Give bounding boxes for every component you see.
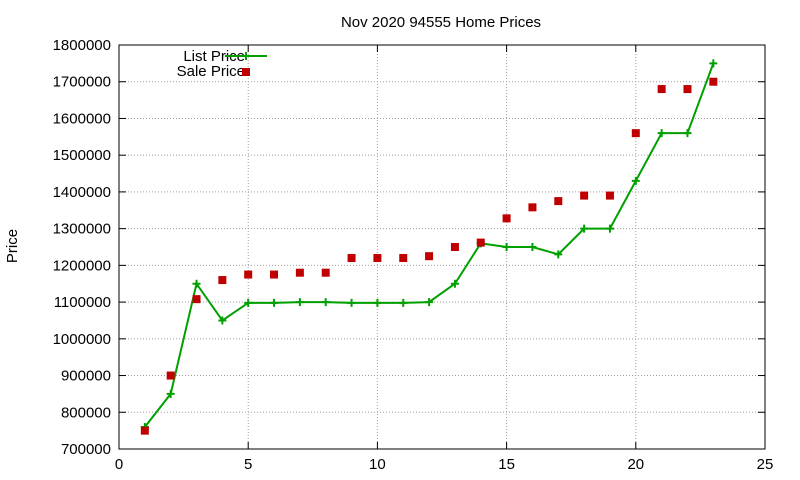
list-price-point <box>192 279 201 288</box>
list-price-point <box>502 243 511 251</box>
sale-price-point <box>373 254 382 263</box>
sale-price-point <box>347 254 356 263</box>
y-tick-label: 1000000 <box>53 331 111 348</box>
sale-price-point <box>683 85 692 94</box>
list-price-point <box>450 279 459 288</box>
sale-price-point <box>528 203 537 212</box>
list-price-point <box>373 298 382 307</box>
legend-marker-list-price <box>242 52 250 60</box>
x-tick-label: 0 <box>115 456 123 473</box>
y-tick-label: 1400000 <box>53 184 111 201</box>
x-tick-label: 15 <box>498 456 515 473</box>
legend-marker-sale-price <box>242 68 250 76</box>
y-tick-label: 1500000 <box>53 147 111 164</box>
tick-labels: 0 5 10 15 20 25 700000 800000 900000 1000000 11000… <box>53 37 774 473</box>
list-price-point <box>347 298 356 307</box>
list-price-point <box>580 224 589 233</box>
list-price-point <box>528 243 537 251</box>
y-tick-label: 1700000 <box>53 74 111 91</box>
list-price-point <box>425 298 434 307</box>
sale-price-point <box>192 295 201 304</box>
list-price-point <box>166 389 175 398</box>
list-price-point <box>554 250 563 259</box>
sale-price-point <box>270 270 279 279</box>
series <box>140 59 718 435</box>
axis-ticks <box>118 44 766 450</box>
legend-label-list-price: List Price <box>183 48 245 65</box>
x-tick-label: 25 <box>757 456 774 473</box>
sale-price-point <box>476 238 485 247</box>
sale-price-point <box>166 371 175 380</box>
list-price-point <box>709 59 718 68</box>
x-tick-label: 20 <box>627 456 644 473</box>
sale-price-point <box>554 197 563 206</box>
y-axis-label: Price <box>4 229 21 263</box>
grid <box>119 45 765 449</box>
y-tick-label: 1200000 <box>53 257 111 274</box>
sale-price-point <box>605 191 614 200</box>
y-tick-label: 1800000 <box>53 37 111 54</box>
y-tick-label: 1600000 <box>53 110 111 127</box>
list-price-point <box>657 129 666 138</box>
sale-price-point <box>399 254 408 263</box>
sale-price-point <box>295 268 304 277</box>
list-price-point <box>244 298 253 307</box>
x-tick-label: 10 <box>369 456 386 473</box>
chart-title: Nov 2020 94555 Home Prices <box>341 14 541 31</box>
sale-price-point <box>218 276 227 285</box>
sale-price-point <box>450 243 459 251</box>
sale-price-point <box>709 77 718 86</box>
sale-price-point <box>425 252 434 261</box>
sale-price-point <box>244 270 253 279</box>
sale-price-point <box>140 426 149 435</box>
y-tick-label: 1300000 <box>53 221 111 238</box>
sale-price-point <box>657 85 666 94</box>
list-price-point <box>631 176 640 185</box>
y-tick-label: 900000 <box>61 368 111 385</box>
list-price-point <box>321 298 330 307</box>
sale-price-point <box>502 214 511 223</box>
plot-frame <box>118 44 766 450</box>
legend-label-sale-price: Sale Price <box>177 63 245 80</box>
list-price-point <box>399 298 408 307</box>
list-price-point <box>295 298 304 307</box>
x-tick-label: 5 <box>244 456 252 473</box>
list-price-point <box>605 224 614 233</box>
list-price-point <box>270 298 279 307</box>
sale-price-point <box>631 129 640 138</box>
y-tick-label: 800000 <box>61 404 111 421</box>
plot-border <box>118 44 766 450</box>
list-price-point <box>683 129 692 138</box>
list-price-point <box>218 316 227 325</box>
sale-price-point <box>580 191 589 200</box>
y-tick-label: 700000 <box>61 441 111 458</box>
sale-price-point <box>321 268 330 277</box>
y-tick-label: 1100000 <box>54 294 111 311</box>
list-price-line <box>144 63 715 428</box>
